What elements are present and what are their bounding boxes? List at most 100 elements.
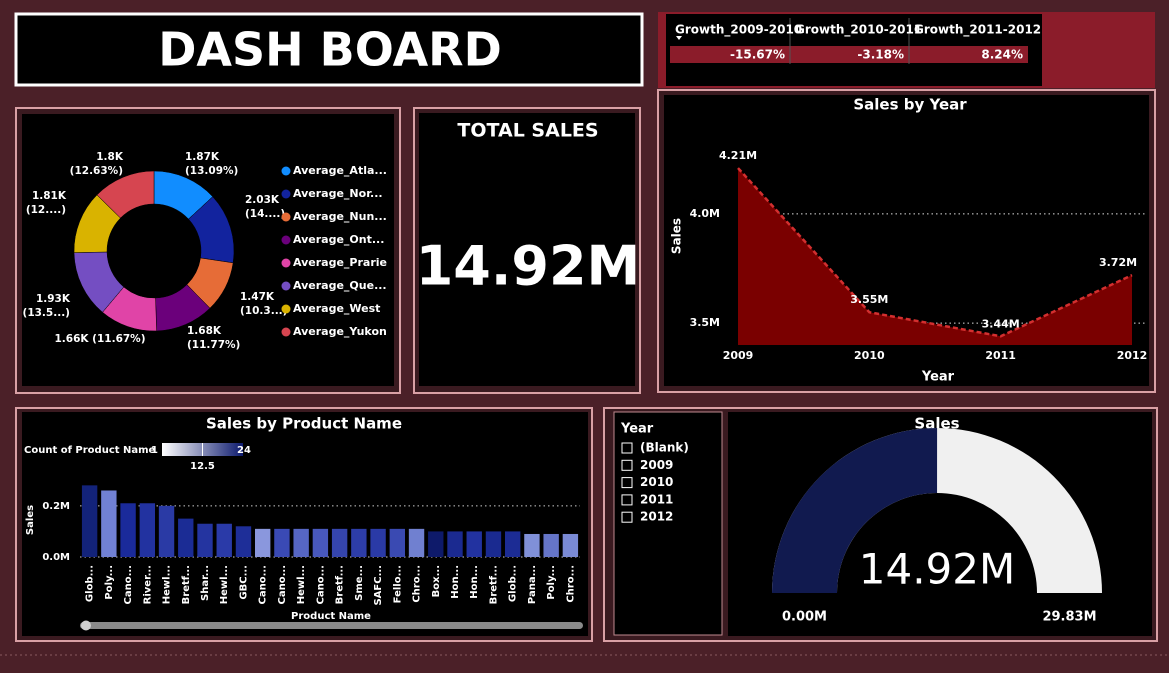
chart-title: Sales by Year [853, 96, 967, 114]
data-label-percent: (11.67%) [92, 333, 145, 345]
bar [389, 528, 405, 557]
x-tick-label: Poly... [104, 565, 115, 600]
x-tick-label: Hon... [469, 565, 480, 599]
x-tick-label: SAFC... [373, 565, 384, 606]
y-tick-label: 3.5M [690, 316, 720, 329]
data-label: 3.55M [850, 293, 888, 306]
bar [428, 531, 444, 557]
slicer-item[interactable]: 2010 [640, 475, 673, 489]
x-tick-label: Hewl... [219, 565, 230, 604]
data-label-value: 1.93K [36, 293, 71, 305]
x-tick-label: Hewl... [162, 565, 173, 604]
bar [331, 528, 348, 557]
legend-swatch [281, 166, 291, 176]
x-tick-label: Sme... [354, 565, 365, 601]
title-panel [14, 12, 644, 87]
bar [197, 523, 213, 557]
legend-label: Average_West [293, 302, 380, 315]
bar [370, 528, 386, 557]
bar [158, 505, 175, 557]
bar [139, 503, 155, 557]
bar [81, 485, 98, 557]
slicer-item[interactable]: 2011 [640, 492, 673, 506]
checkbox[interactable] [621, 477, 633, 489]
x-axis-title: Product Name [291, 611, 371, 622]
checkbox[interactable] [621, 442, 633, 454]
data-label-percent: (13.5...) [23, 307, 70, 319]
data-label-value: 2.03K [245, 194, 280, 206]
y-tick-label: 4.0M [690, 207, 720, 220]
bar [101, 490, 117, 557]
kpi-panel [419, 113, 635, 386]
data-label: 1.66K (11.67%) [54, 333, 145, 345]
slicer-item[interactable]: 2009 [640, 458, 673, 472]
checkbox[interactable] [621, 494, 633, 506]
x-tick-label: 2011 [985, 349, 1016, 362]
x-tick-label: Box... [431, 565, 442, 597]
x-tick-label: Cano... [258, 565, 269, 604]
legend-label: Average_Ont... [293, 233, 384, 246]
bar [178, 518, 194, 557]
data-label-value: 1.87K [185, 151, 220, 163]
y-tick-label: 0.2M [42, 501, 70, 512]
x-tick-label: Cano... [277, 565, 288, 604]
scrollbar[interactable] [80, 622, 583, 629]
bar [562, 533, 579, 557]
x-tick-label: Chro... [565, 565, 576, 603]
kpi-value: 14.92M [416, 235, 641, 298]
x-axis-title: Year [921, 370, 955, 385]
data-label-percent: (12.63%) [70, 165, 123, 177]
color-scale-title: Count of Product Name [24, 445, 156, 456]
chart-title: Sales [914, 415, 959, 433]
data-label-value: 1.68K [187, 325, 222, 337]
y-axis-title: Sales [25, 505, 36, 535]
sort-icon[interactable] [676, 36, 682, 40]
legend-swatch [281, 189, 291, 199]
data-label-percent: (14....) [245, 208, 285, 220]
checkbox[interactable] [621, 459, 633, 471]
legend-label: Average_Atla... [293, 164, 387, 177]
x-tick-label: 2010 [854, 349, 885, 362]
growth-cell: -3.18% [857, 48, 904, 62]
bar [255, 528, 271, 557]
legend-swatch [281, 281, 291, 291]
donut-slice [96, 170, 155, 219]
x-tick-label: Bretf... [488, 565, 499, 604]
y-tick-label: 0.0M [42, 552, 70, 563]
gauge-value [772, 428, 938, 593]
legend-swatch [281, 304, 291, 314]
gauge-max-label: 29.83M [1042, 610, 1096, 625]
slicer-item[interactable]: 2012 [640, 510, 673, 524]
y-axis-title: Sales [670, 218, 684, 254]
x-tick-label: Hon... [450, 565, 461, 599]
bar [216, 523, 232, 557]
x-tick-label: Bretf... [181, 565, 192, 604]
data-label-percent: (12....) [26, 204, 66, 216]
legend-swatch [281, 212, 291, 222]
checkbox[interactable] [621, 511, 633, 523]
x-tick-label: Cano... [123, 565, 134, 604]
x-tick-label: GBC... [238, 565, 249, 600]
legend-label: Average_Yukon [293, 325, 387, 338]
growth-row [670, 46, 1028, 63]
x-tick-label: Glob... [85, 565, 96, 602]
chart-title: Sales by Product Name [206, 415, 402, 433]
data-label: 3.72M [1099, 256, 1137, 269]
data-label-value: 1.47K [240, 291, 275, 303]
bar [293, 528, 309, 557]
slicer-item[interactable]: (Blank) [640, 441, 689, 455]
bar [312, 528, 329, 557]
scroll-thumb[interactable] [81, 620, 91, 631]
dashboard-title: DASH BOARD [158, 23, 502, 77]
legend-label: Average_Nor... [293, 187, 383, 200]
line [737, 167, 1133, 338]
bar [466, 531, 482, 557]
area [738, 168, 1132, 345]
column-header: Growth_2011-2012 [914, 23, 1041, 38]
growth-cell: -15.67% [730, 48, 785, 62]
x-tick-label: 2012 [1117, 349, 1148, 362]
bar [524, 533, 540, 557]
data-label: 3.44M [982, 317, 1020, 330]
x-tick-label: Cano... [315, 565, 326, 604]
